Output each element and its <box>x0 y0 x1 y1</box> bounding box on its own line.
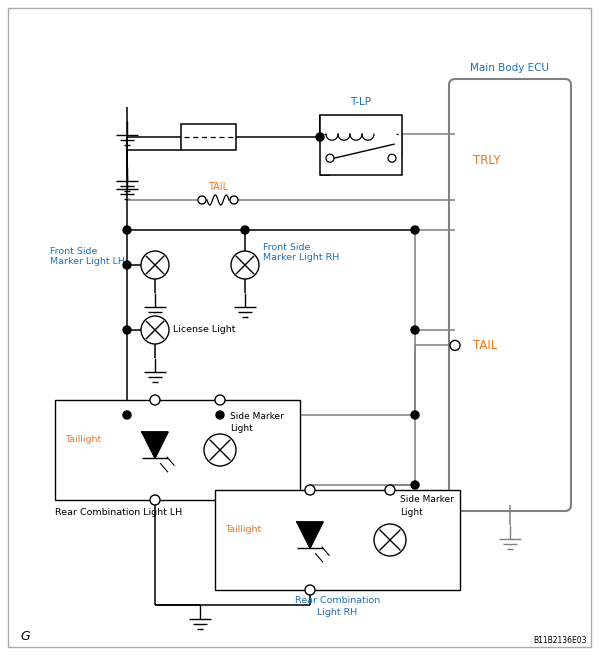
Text: Light: Light <box>230 424 253 433</box>
Circle shape <box>215 395 225 405</box>
Bar <box>180 124 235 150</box>
Text: Rear Combination: Rear Combination <box>295 596 380 605</box>
Circle shape <box>411 481 419 489</box>
Circle shape <box>374 524 406 556</box>
Circle shape <box>326 154 334 162</box>
Circle shape <box>305 585 315 595</box>
Circle shape <box>216 411 224 419</box>
Text: TRLY: TRLY <box>473 154 501 167</box>
Text: Main Body ECU: Main Body ECU <box>470 63 549 73</box>
Text: Taillight: Taillight <box>65 436 101 445</box>
Circle shape <box>123 411 131 419</box>
Text: Front Side
Marker Light RH: Front Side Marker Light RH <box>263 243 339 263</box>
FancyBboxPatch shape <box>449 79 571 511</box>
Circle shape <box>141 316 169 344</box>
Circle shape <box>150 495 160 505</box>
Circle shape <box>388 154 396 162</box>
Circle shape <box>411 411 419 419</box>
Bar <box>320 115 402 175</box>
Bar <box>55 400 300 500</box>
Circle shape <box>123 261 131 269</box>
Text: T-LP: T-LP <box>350 97 371 107</box>
Text: Rear Combination Light LH: Rear Combination Light LH <box>55 508 182 517</box>
Text: G: G <box>20 630 29 643</box>
Circle shape <box>241 226 249 234</box>
Circle shape <box>204 434 236 466</box>
Text: TAIL: TAIL <box>473 339 497 352</box>
Circle shape <box>411 226 419 234</box>
Circle shape <box>316 133 324 141</box>
Circle shape <box>123 226 131 234</box>
Text: Taillight: Taillight <box>225 525 261 534</box>
Text: TAIL: TAIL <box>208 182 228 192</box>
Text: License Light: License Light <box>173 326 235 335</box>
Bar <box>215 490 460 590</box>
Circle shape <box>305 485 315 495</box>
Circle shape <box>385 485 395 495</box>
Text: Light: Light <box>400 508 423 517</box>
Circle shape <box>141 251 169 279</box>
Polygon shape <box>297 522 323 548</box>
Circle shape <box>230 196 238 204</box>
Circle shape <box>150 395 160 405</box>
Circle shape <box>123 326 131 334</box>
Circle shape <box>231 251 259 279</box>
Text: Front Side
Marker Light LH: Front Side Marker Light LH <box>50 247 125 267</box>
Text: Side Marker: Side Marker <box>230 412 284 421</box>
Text: B11B2136E03: B11B2136E03 <box>534 636 587 645</box>
Polygon shape <box>142 432 168 458</box>
Circle shape <box>198 196 206 204</box>
Text: Side Marker: Side Marker <box>400 495 454 504</box>
Text: Light RH: Light RH <box>317 608 358 617</box>
Circle shape <box>411 326 419 334</box>
Circle shape <box>450 341 460 350</box>
